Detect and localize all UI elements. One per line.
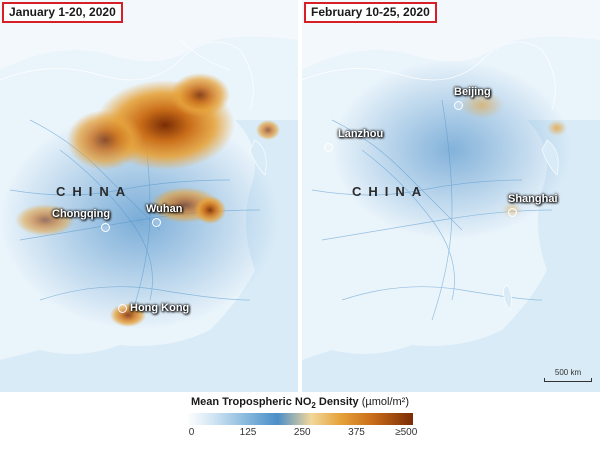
scale-label: 500 km xyxy=(554,368,582,377)
no2-map-february xyxy=(302,0,600,392)
date-label: February 10-25, 2020 xyxy=(304,2,437,23)
city-chongqing: Chongqing xyxy=(52,208,111,232)
city-label: Wuhan xyxy=(146,203,183,215)
city-marker-icon xyxy=(101,223,111,232)
city-label: Lanzhou xyxy=(338,128,384,140)
city-marker-icon xyxy=(152,218,161,227)
legend-tick: 375 xyxy=(348,427,365,439)
legend-tick: ≥500 xyxy=(395,427,418,439)
legend-tick: 0 xyxy=(188,427,195,439)
legend-ticks: 0 125 250 375 ≥500 xyxy=(187,425,418,439)
city-marker-icon xyxy=(508,208,517,217)
city-label: Shanghai xyxy=(508,193,558,205)
city-marker-icon xyxy=(118,303,127,313)
city-label: Hong Kong xyxy=(130,302,190,314)
city-wuhan: Wuhan xyxy=(146,203,182,227)
scale-bar-line xyxy=(544,378,592,382)
legend: Mean Tropospheric NO2 Density (µmol/m²) … xyxy=(178,396,422,439)
legend-tick: 125 xyxy=(239,427,257,439)
legend-tick: 250 xyxy=(293,427,311,439)
no2-map-january xyxy=(0,0,298,392)
legend-title-sub: 2 xyxy=(311,401,316,411)
legend-title-after: Density xyxy=(315,396,362,408)
city-marker-icon xyxy=(324,143,333,152)
legend-title: Mean Tropospheric NO2 Density (µmol/m²) xyxy=(178,396,422,410)
city-label: Beijing xyxy=(454,86,491,98)
scale-bar: 500 km xyxy=(544,368,592,382)
legend-unit: (µmol/m²) xyxy=(361,396,409,408)
city-lanzhou: Lanzhou xyxy=(324,128,383,152)
city-beijing: Beijing xyxy=(454,86,491,110)
city-label: Chongqing xyxy=(52,208,111,220)
city-shanghai: Shanghai xyxy=(508,193,558,217)
date-label: January 1-20, 2020 xyxy=(2,2,123,23)
legend-title-main: Mean Tropospheric NO xyxy=(190,396,312,408)
legend-color-bar xyxy=(187,413,413,426)
country-label: CHINA xyxy=(56,184,133,199)
city-marker-icon xyxy=(454,101,463,110)
city-hong-kong: Hong Kong xyxy=(118,302,189,314)
map-panel-january: January 1-20, 2020 CHINA Chongqing Wuhan… xyxy=(0,0,298,392)
map-panel-february: February 10-25, 2020 CHINA Beijing Lanzh… xyxy=(302,0,600,392)
country-label: CHINA xyxy=(352,184,429,199)
